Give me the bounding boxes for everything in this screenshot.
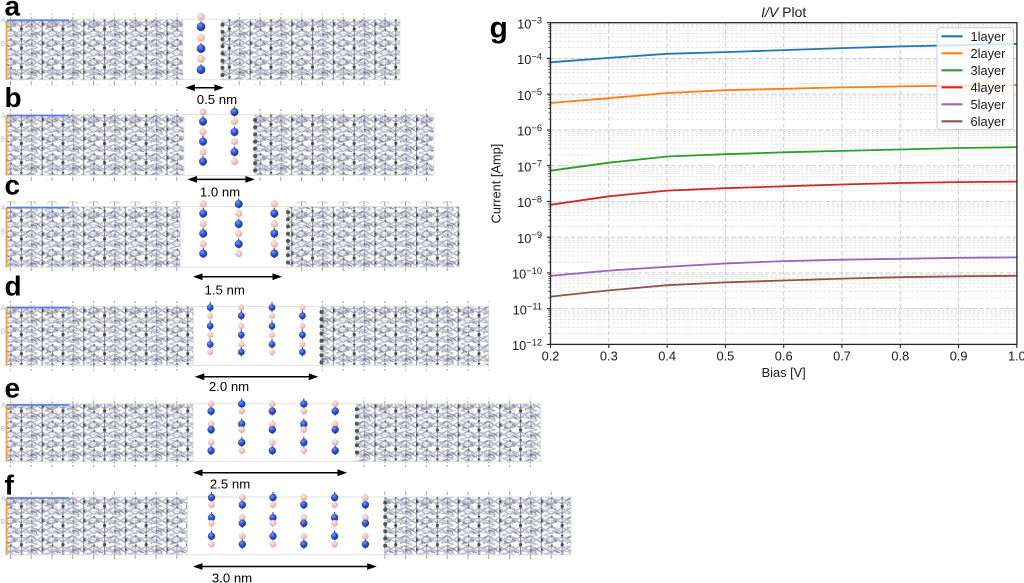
svg-text:b: b	[5, 82, 22, 113]
svg-text:0.6: 0.6	[775, 348, 793, 363]
svg-text:A: A	[1, 305, 6, 312]
svg-text:A: A	[1, 18, 6, 25]
svg-text:0.7: 0.7	[833, 348, 851, 363]
svg-text:0.5: 0.5	[717, 348, 735, 363]
svg-text:f: f	[5, 469, 15, 500]
svg-text:0.5 nm: 0.5 nm	[197, 92, 237, 107]
svg-text:2.0 nm: 2.0 nm	[209, 379, 249, 394]
svg-text:B: B	[1, 41, 6, 48]
svg-text:a: a	[5, 0, 21, 21]
svg-text:B: B	[1, 519, 6, 526]
svg-text:A: A	[1, 496, 6, 503]
svg-text:c: c	[5, 170, 21, 201]
svg-text:B: B	[1, 137, 6, 144]
svg-text:0.9: 0.9	[950, 348, 968, 363]
svg-text:5layer: 5layer	[971, 97, 1007, 112]
svg-text:6layer: 6layer	[971, 114, 1007, 129]
svg-text:3layer: 3layer	[971, 63, 1007, 78]
svg-text:g: g	[490, 12, 508, 45]
svg-text:B: B	[1, 329, 6, 336]
svg-text:I/V Plot: I/V Plot	[761, 4, 806, 20]
svg-text:1.0 nm: 1.0 nm	[200, 184, 240, 199]
svg-text:B: B	[1, 229, 6, 236]
svg-text:A: A	[1, 113, 6, 120]
svg-text:B: B	[1, 426, 6, 433]
svg-text:1.0: 1.0	[1008, 348, 1024, 363]
svg-text:4layer: 4layer	[971, 80, 1007, 95]
svg-text:1.5 nm: 1.5 nm	[205, 282, 245, 297]
svg-text:0.2: 0.2	[542, 348, 560, 363]
svg-text:e: e	[5, 373, 21, 404]
svg-text:A: A	[1, 402, 6, 409]
svg-text:1layer: 1layer	[971, 29, 1007, 44]
svg-text:0.3: 0.3	[600, 348, 618, 363]
svg-text:A: A	[1, 205, 6, 212]
svg-text:0.8: 0.8	[891, 348, 909, 363]
svg-text:0.4: 0.4	[658, 348, 676, 363]
svg-text:d: d	[5, 271, 22, 302]
svg-text:Current [Amp]: Current [Amp]	[489, 144, 504, 224]
svg-text:2.5 nm: 2.5 nm	[210, 476, 250, 491]
svg-text:2layer: 2layer	[971, 46, 1007, 61]
svg-text:Bias [V]: Bias [V]	[762, 365, 806, 380]
svg-text:3.0 nm: 3.0 nm	[212, 570, 252, 583]
